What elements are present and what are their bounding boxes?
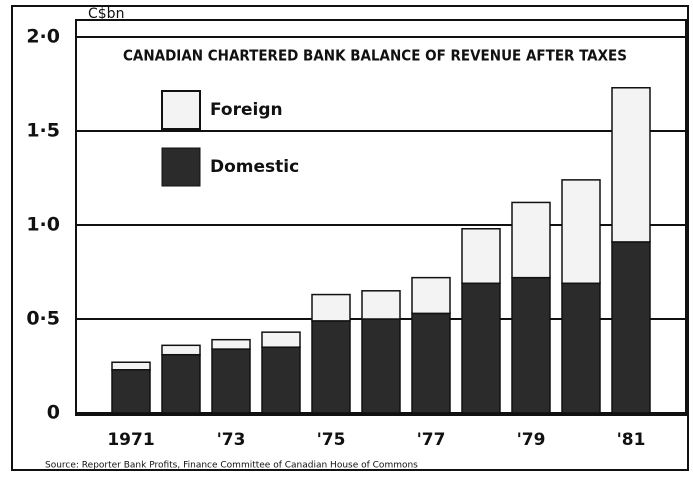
bar-segment xyxy=(211,338,251,350)
bar-segment xyxy=(111,361,151,371)
legend-label: Domestic xyxy=(210,157,299,177)
bar-segment xyxy=(311,320,351,414)
bar-segment xyxy=(611,87,651,243)
outer-frame xyxy=(11,5,689,471)
bar-segment xyxy=(411,276,451,315)
legend-label: Foreign xyxy=(210,100,283,120)
bar-segment xyxy=(261,331,301,348)
x-tick-label: '79 xyxy=(517,430,546,450)
bar-segment xyxy=(461,228,501,285)
bar-segment xyxy=(211,348,251,414)
y-tick-label: 0 xyxy=(47,402,60,424)
x-tick-label: '75 xyxy=(317,430,346,450)
chart-title: CANADIAN CHARTERED BANK BALANCE OF REVEN… xyxy=(123,47,627,65)
bar-segment xyxy=(361,290,401,320)
x-tick-label: '73 xyxy=(217,430,246,450)
bar-segment xyxy=(311,293,351,322)
bar-segment xyxy=(261,346,301,414)
bar-segment xyxy=(161,344,201,356)
y-tick-label: 0·5 xyxy=(26,308,60,330)
unit-label: C$bn xyxy=(88,6,124,22)
bar-segment xyxy=(361,318,401,414)
legend-swatch xyxy=(161,147,201,187)
legend-swatch xyxy=(161,90,201,130)
bar-segment xyxy=(111,369,151,414)
bar-segment xyxy=(561,179,601,285)
bar-segment xyxy=(161,353,201,414)
bar-segment xyxy=(611,241,651,414)
bar-segment xyxy=(411,312,451,414)
bar-segment xyxy=(461,282,501,414)
x-tick-label: '81 xyxy=(617,430,646,450)
plot-frame xyxy=(75,19,687,416)
bar-segment xyxy=(511,276,551,414)
y-tick-label: 1·5 xyxy=(26,120,60,142)
bar-segment xyxy=(561,282,601,414)
x-tick-label: '77 xyxy=(417,430,446,450)
y-tick-label: 1·0 xyxy=(26,214,60,236)
y-tick-label: 2·0 xyxy=(26,26,60,48)
source-note: Source: Reporter Bank Profits, Finance C… xyxy=(45,461,418,471)
x-tick-label: 1971 xyxy=(107,430,154,450)
bar-segment xyxy=(511,201,551,279)
